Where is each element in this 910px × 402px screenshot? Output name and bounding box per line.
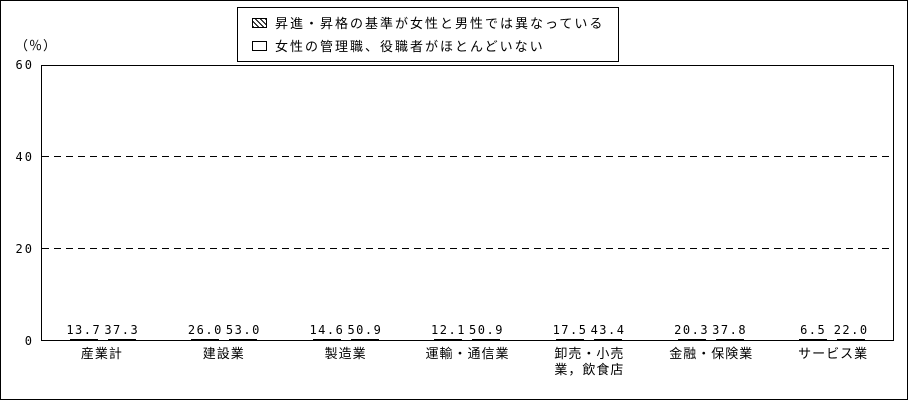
legend-item-plain: 女性の管理職、役職者がほとんどいない	[252, 36, 604, 55]
y-axis: 0 20 40 60	[1, 58, 36, 348]
gridline	[42, 156, 893, 158]
category-label: 建設業	[202, 347, 245, 362]
bar-value-label: 50.9	[469, 323, 504, 337]
gridline	[42, 247, 893, 249]
bar-hatched: 14.6	[309, 323, 343, 340]
bar-group: 26.0 53.0	[188, 323, 259, 340]
category-label: 金融・保険業	[669, 347, 754, 362]
bar-group: 17.5 43.4	[553, 323, 624, 340]
hatched-swatch-icon	[252, 17, 267, 28]
bar-value-label: 6.5	[800, 323, 827, 337]
plot-area: 13.7 37.3 26.0 53.0 14.6 50.9 12.1 50.9 17.5 43.4…	[41, 65, 894, 341]
bar-plain: 37.3	[104, 323, 138, 340]
y-tick-label: 0	[24, 334, 34, 348]
category-label: 製造業	[324, 347, 367, 362]
bar-value-label: 37.3	[104, 323, 140, 337]
bar-value-label: 20.3	[674, 323, 710, 337]
bar-value-label: 14.6	[309, 323, 345, 337]
bar-plain: 43.4	[591, 323, 624, 340]
bar-value-label: 50.9	[347, 323, 383, 337]
bar-plain: 50.9	[347, 323, 381, 340]
legend-label: 昇進・昇格の基準が女性と男性では異なっている	[275, 17, 605, 32]
legend: 昇進・昇格の基準が女性と男性では異なっている 女性の管理職、役職者がほとんどいな…	[237, 7, 620, 62]
bar-value-label: 43.4	[590, 323, 626, 337]
legend-label: 女性の管理職、役職者がほとんどいない	[275, 40, 545, 55]
bar-hatched: 20.3	[674, 323, 708, 340]
category-axis: 産業計 建設業 製造業 運輸・通信業 卸売・小売 業，飲食店 金融・保険業 サービス業	[41, 347, 894, 380]
y-tick-label: 40	[15, 150, 34, 164]
y-tick-label: 20	[15, 242, 34, 256]
bar-value-label: 53.0	[225, 323, 261, 337]
plain-swatch-icon	[252, 40, 267, 51]
category-label: 運輸・通信業	[425, 347, 510, 362]
bar-hatched: 13.7	[66, 323, 100, 340]
bar-value-label: 12.1	[431, 323, 466, 337]
bar-hatched: 12.1	[431, 323, 464, 340]
bar-group: 12.1 50.9	[431, 323, 502, 340]
bar-value-label: 26.0	[187, 323, 223, 337]
bar-plain: 22.0	[834, 323, 867, 340]
bar-value-label: 37.8	[712, 323, 748, 337]
bar-group: 14.6 50.9	[309, 323, 381, 340]
y-tick-label: 60	[15, 58, 34, 72]
bar-plain: 37.8	[712, 323, 746, 340]
bar-hatched: 17.5	[553, 323, 586, 340]
bar-value-label: 13.7	[66, 323, 102, 337]
y-axis-unit-label: （％）	[15, 39, 58, 54]
category-label: 卸売・小売 業，飲食店	[554, 347, 625, 379]
bar-group: 6.5 22.0	[799, 323, 867, 340]
bar-group: 13.7 37.3	[66, 323, 138, 340]
bar-value-label: 22.0	[833, 323, 869, 337]
category-label: サービス業	[798, 347, 869, 362]
bar-plain: 50.9	[469, 323, 502, 340]
bar-hatched: 26.0	[188, 323, 221, 340]
bar-plain: 53.0	[226, 323, 259, 340]
legend-item-hatched: 昇進・昇格の基準が女性と男性では異なっている	[252, 13, 604, 32]
category-label: 産業計	[80, 347, 123, 362]
bar-value-label: 17.5	[552, 323, 588, 337]
bar-hatched: 6.5	[799, 323, 828, 340]
bar-group: 20.3 37.8	[674, 323, 746, 340]
